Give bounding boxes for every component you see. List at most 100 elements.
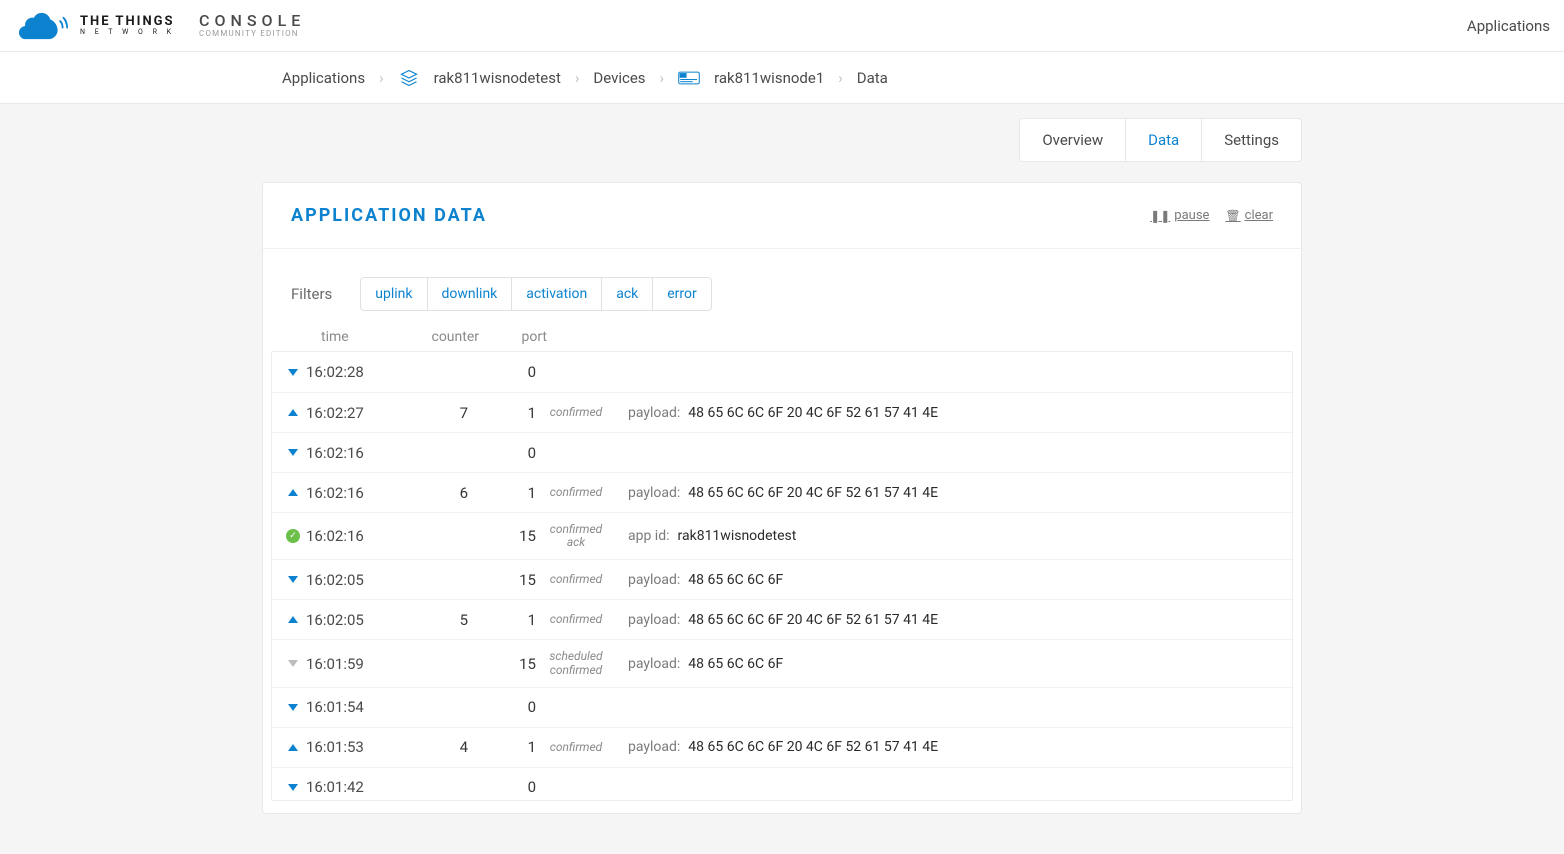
row-meta-label: payload: <box>628 656 680 672</box>
data-row[interactable]: ✓16:02:1615confirmedackapp id:rak811wisn… <box>272 512 1292 559</box>
row-port: 0 <box>476 363 536 381</box>
row-status: confirmed <box>536 573 616 586</box>
data-row[interactable]: 16:01:540 <box>272 687 1292 727</box>
row-meta-value: 48 65 6C 6C 6F 20 4C 6F 52 61 57 41 4E <box>688 485 938 501</box>
logo-line1: THE THINGS <box>80 15 175 29</box>
row-meta-label: payload: <box>628 485 680 501</box>
header-nav: Applications <box>1467 17 1550 35</box>
row-meta-value: 48 65 6C 6C 6F <box>688 656 783 672</box>
data-row[interactable]: 16:01:5915scheduledconfirmedpayload:48 6… <box>272 639 1292 686</box>
nav-applications-link[interactable]: Applications <box>1467 17 1550 35</box>
row-meta: app id: rak811wisnodetest <box>616 528 1278 544</box>
filter-error[interactable]: error <box>652 278 711 310</box>
breadcrumb-item[interactable]: Devices <box>593 69 645 87</box>
row-direction-icon <box>280 784 306 791</box>
pause-icon: ❚❚ <box>1150 209 1170 223</box>
row-time: 16:02:28 <box>306 363 386 381</box>
row-meta-label: payload: <box>628 739 680 755</box>
row-meta-label: app id: <box>628 528 670 544</box>
row-port: 1 <box>476 611 536 629</box>
row-counter: 5 <box>386 611 476 629</box>
data-row[interactable]: 16:02:2771confirmedpayload:48 65 6C 6C 6… <box>272 392 1292 432</box>
row-direction-icon <box>280 576 306 583</box>
row-meta: payload: 48 65 6C 6C 6F 20 4C 6F 52 61 57… <box>616 739 1278 755</box>
filter-downlink[interactable]: downlink <box>427 278 512 310</box>
row-port: 15 <box>476 571 536 589</box>
logo-text: THE THINGS N E T W O R K <box>80 15 175 36</box>
tab-settings[interactable]: Settings <box>1201 119 1301 161</box>
breadcrumb-item[interactable]: rak811wisnodetest <box>434 69 561 87</box>
breadcrumb: Applications›rak811wisnodetest›Devices›r… <box>262 69 1302 87</box>
row-direction-icon <box>280 449 306 456</box>
breadcrumb-item[interactable]: Data <box>857 69 888 87</box>
row-time: 16:02:16 <box>306 527 386 545</box>
app-header: THE THINGS N E T W O R K CONSOLE COMMUNI… <box>0 0 1564 52</box>
col-port: port <box>487 329 547 345</box>
row-status: confirmed <box>536 406 616 419</box>
filters-label: Filters <box>291 285 332 303</box>
row-status: confirmedack <box>536 523 616 549</box>
row-time: 16:02:16 <box>306 444 386 462</box>
data-row[interactable]: 16:02:05 15confirmedpayload:48 65 6C 6C 6… <box>272 559 1292 599</box>
panel-title: APPLICATION DATA <box>291 205 487 226</box>
panel-header: APPLICATION DATA ❚❚pause 🗑clear <box>263 183 1301 249</box>
row-direction-icon <box>280 616 306 623</box>
data-list[interactable]: 16:02:28016:02:2771confirmedpayload:48 6… <box>271 351 1293 801</box>
row-meta: payload:48 65 6C 6C 6F <box>616 572 1278 588</box>
row-counter: 6 <box>386 484 476 502</box>
row-meta: payload: 48 65 6C 6C 6F 20 4C 6F 52 61 57… <box>616 405 1278 421</box>
row-meta-value: 48 65 6C 6C 6F <box>688 572 783 588</box>
logo-area: THE THINGS N E T W O R K CONSOLE COMMUNI… <box>14 10 305 42</box>
row-time: 16:01:59 <box>306 655 386 673</box>
breadcrumb-separator: › <box>379 69 384 87</box>
row-meta-label: payload: <box>628 405 680 421</box>
breadcrumb-bar: Applications›rak811wisnodetest›Devices›r… <box>0 52 1564 104</box>
data-row[interactable]: 16:02:0551confirmed payload: 48 65 6C 6C 6… <box>272 599 1292 639</box>
cloud-icon <box>14 10 70 42</box>
row-meta-value: 48 65 6C 6C 6F 20 4C 6F 52 61 57 41 4E <box>688 612 938 628</box>
breadcrumb-item[interactable]: Applications <box>282 69 365 87</box>
row-direction-icon <box>280 369 306 376</box>
row-meta-value: 48 65 6C 6C 6F 20 4C 6F 52 61 57 41 4E <box>688 739 938 755</box>
row-meta-value: rak811wisnodetest <box>678 528 797 544</box>
row-meta-label: payload: <box>628 612 680 628</box>
row-direction-icon <box>280 489 306 496</box>
row-status: confirmed <box>536 613 616 626</box>
row-port: 1 <box>476 484 536 502</box>
breadcrumb-separator: › <box>575 69 580 87</box>
column-headers: time counter port <box>263 323 1301 351</box>
clear-button[interactable]: 🗑clear <box>1225 208 1273 223</box>
row-meta: payload: 48 65 6C 6C 6F 20 4C 6F 52 61 57… <box>616 485 1278 501</box>
data-wrap: 16:02:28016:02:2771confirmedpayload:48 6… <box>271 351 1293 801</box>
row-time: 16:02:05 <box>306 611 386 629</box>
row-counter: 7 <box>386 404 476 422</box>
row-time: 16:02:05 <box>306 571 386 589</box>
row-status: confirmed <box>536 486 616 499</box>
trash-icon: 🗑 <box>1225 209 1240 223</box>
data-row[interactable]: 16:01:5341confirmedpayload:48 65 6C 6C 6… <box>272 727 1292 767</box>
device-icon <box>678 69 700 87</box>
filter-activation[interactable]: activation <box>511 278 601 310</box>
data-row[interactable]: 16:02:1661confirmed payload: 48 65 6C 6C 6… <box>272 472 1292 512</box>
filter-pills: uplinkdownlinkactivationackerror <box>360 277 711 311</box>
console-line1: CONSOLE <box>199 13 305 30</box>
col-counter: counter <box>397 329 487 345</box>
row-meta-value: 48 65 6C 6C 6F 20 4C 6F 52 61 57 41 4E <box>688 405 938 421</box>
pause-button[interactable]: ❚❚pause <box>1150 208 1209 223</box>
data-row[interactable]: 16:02:16 0 <box>272 432 1292 472</box>
tab-overview[interactable]: Overview <box>1020 119 1125 161</box>
filter-uplink[interactable]: uplink <box>361 278 426 310</box>
data-row[interactable]: 16:01:420 <box>272 767 1292 801</box>
console-text: CONSOLE COMMUNITY EDITION <box>199 13 305 38</box>
tab-data[interactable]: Data <box>1125 119 1201 161</box>
layers-icon <box>398 69 420 87</box>
data-row[interactable]: 16:02:28 0 <box>272 352 1292 392</box>
filter-ack[interactable]: ack <box>601 278 652 310</box>
row-time: 16:02:16 <box>306 484 386 502</box>
breadcrumb-item[interactable]: rak811wisnode1 <box>714 69 824 87</box>
row-port: 0 <box>476 444 536 462</box>
row-meta: payload: 48 65 6C 6C 6F <box>616 656 1278 672</box>
row-status: scheduledconfirmed <box>536 650 616 676</box>
row-status: confirmed <box>536 741 616 754</box>
row-direction-icon <box>280 409 306 416</box>
